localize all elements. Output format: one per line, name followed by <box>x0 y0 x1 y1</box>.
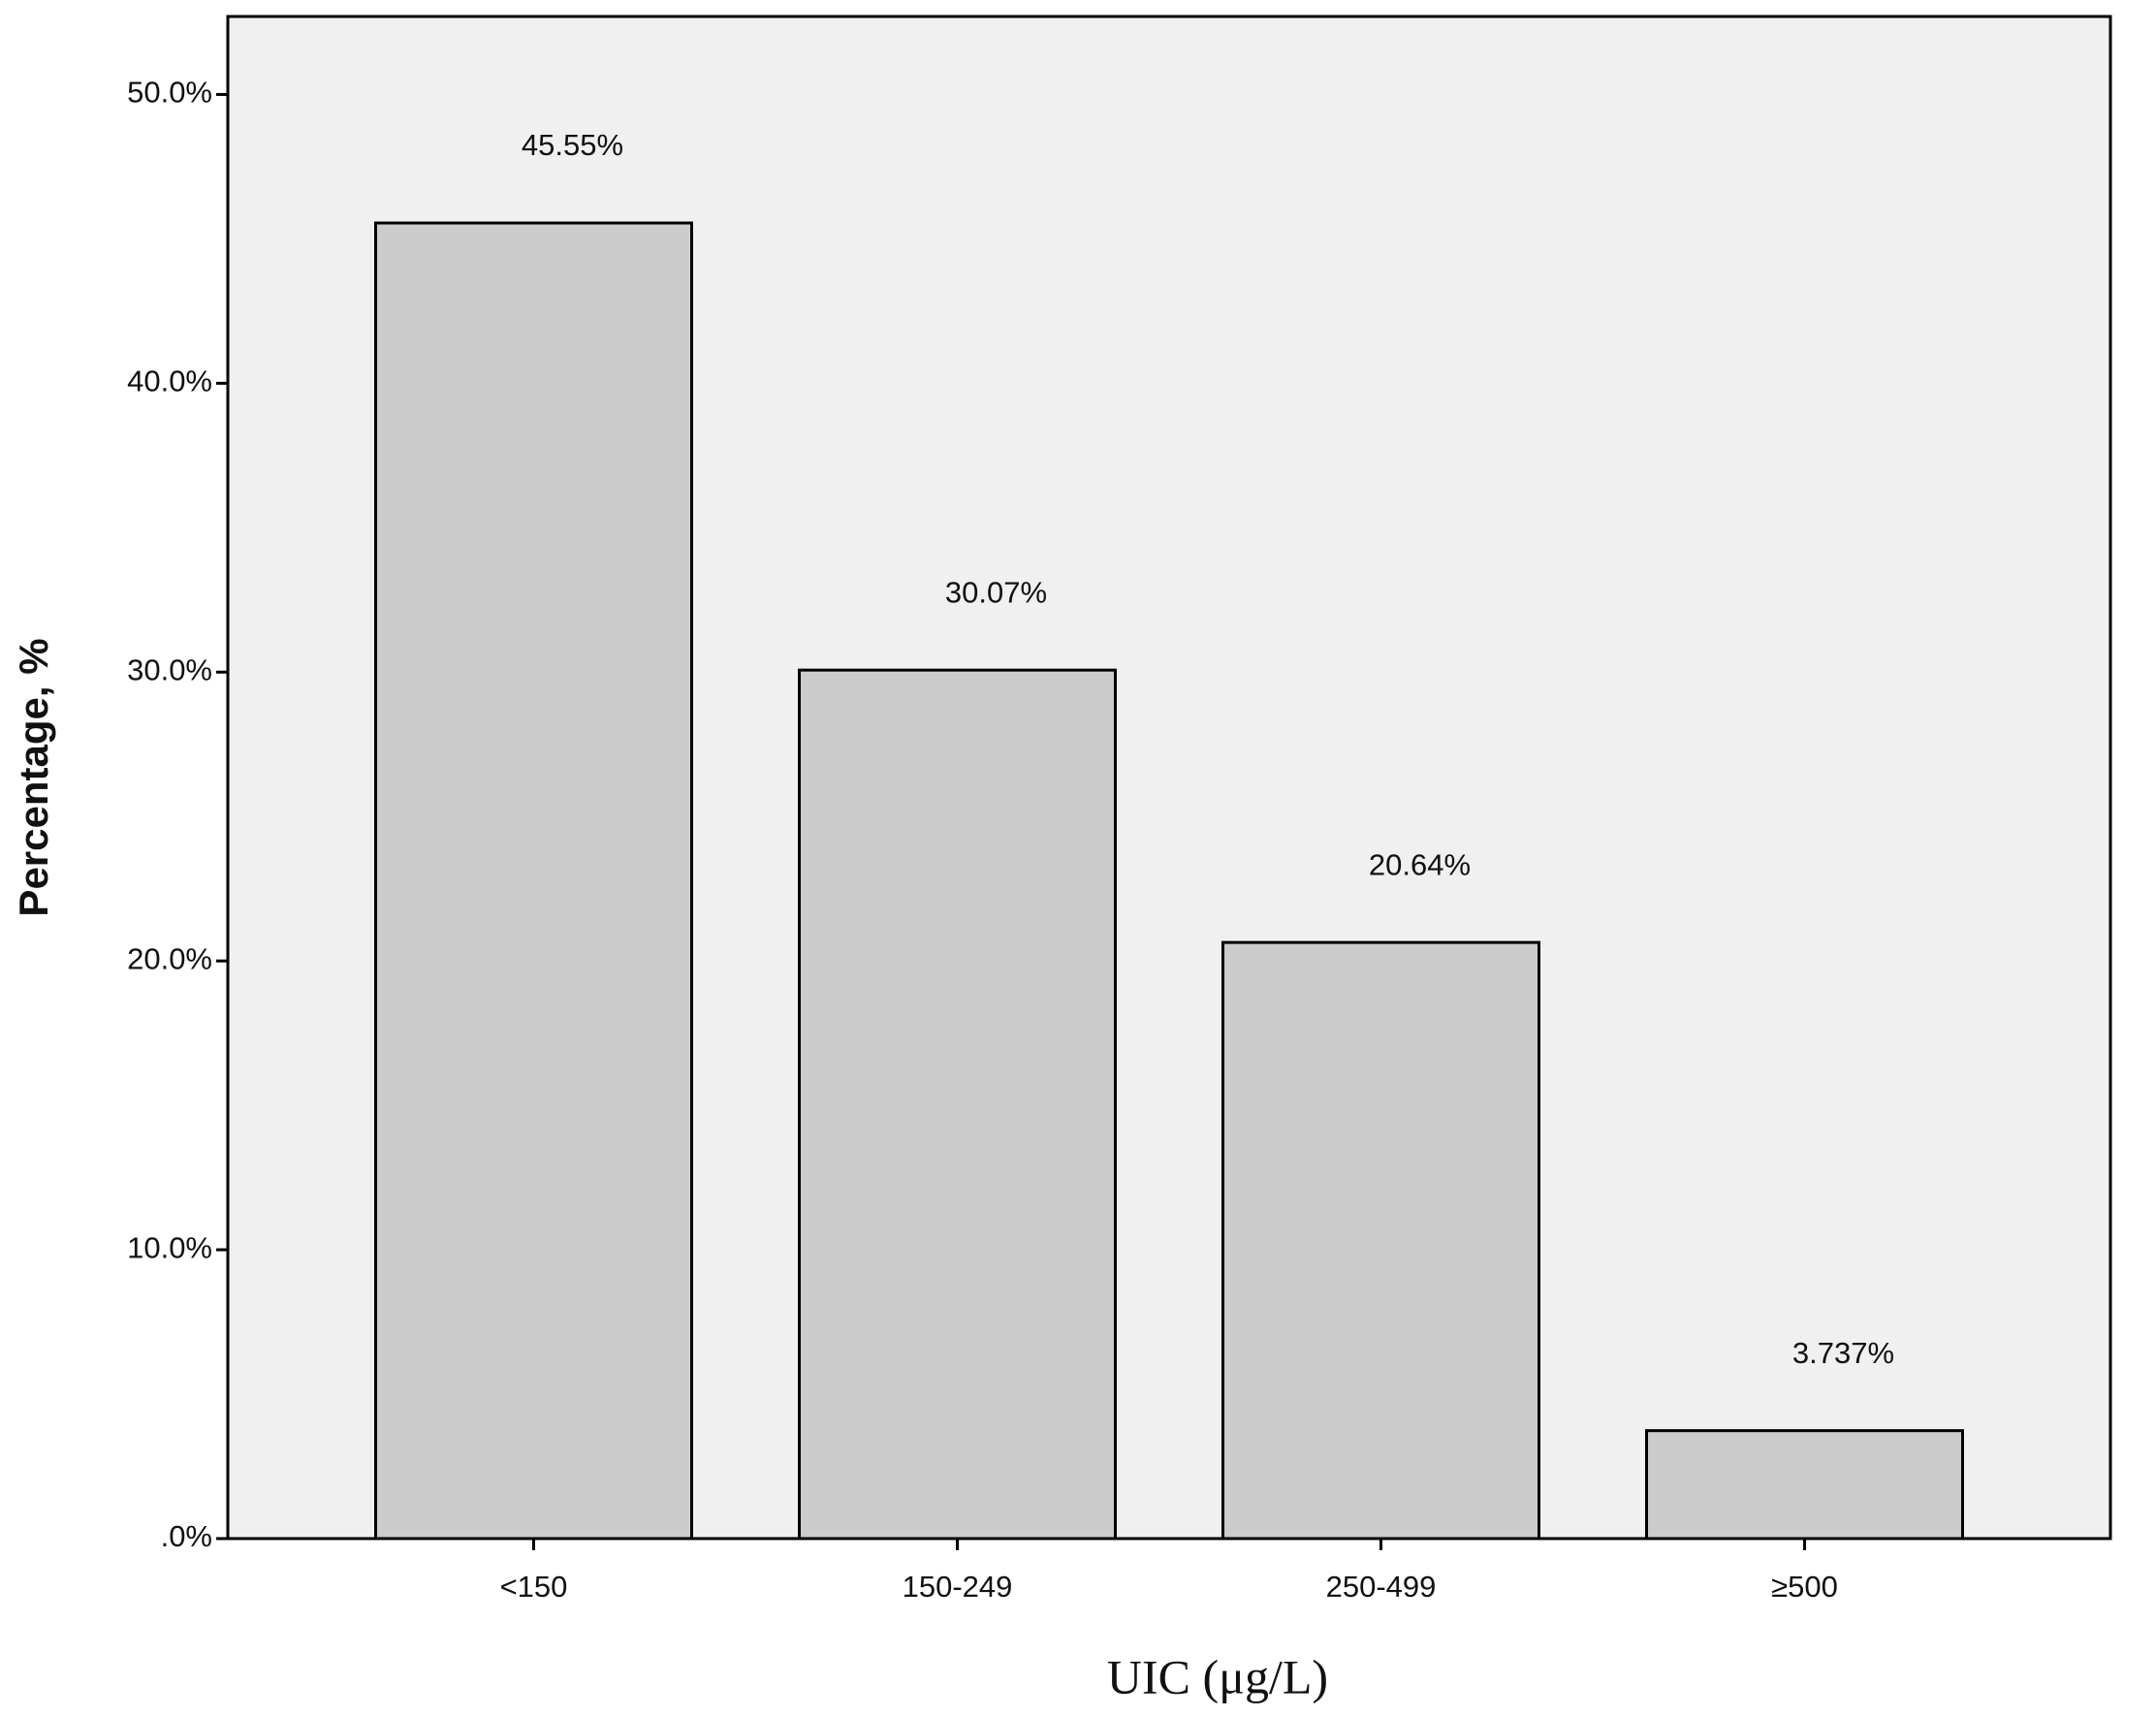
value-label: 3.737% <box>1792 1336 1894 1370</box>
bar <box>1644 1429 1965 1541</box>
bar <box>373 221 694 1541</box>
bar <box>797 668 1118 1541</box>
value-label: 30.07% <box>945 575 1047 609</box>
x-tick-label: 150-249 <box>903 1570 1013 1604</box>
value-label: 45.55% <box>522 128 623 162</box>
x-tick-label: 250-499 <box>1326 1570 1437 1604</box>
y-tick-label: 50.0% <box>127 76 212 110</box>
x-tick-label: <150 <box>500 1570 568 1604</box>
y-axis-title: Percentage, % <box>11 638 56 916</box>
y-tick-label: 10.0% <box>127 1230 212 1264</box>
y-tick-label: 40.0% <box>127 365 212 398</box>
y-tick-label: .0% <box>161 1519 212 1553</box>
value-label: 20.64% <box>1369 847 1471 881</box>
bar <box>1221 940 1541 1541</box>
x-tick-label: ≥500 <box>1771 1570 1838 1604</box>
y-tick-label: 20.0% <box>127 941 212 975</box>
x-axis-title: UIC (μg/L) <box>1107 1649 1328 1703</box>
y-tick-label: 30.0% <box>127 652 212 686</box>
